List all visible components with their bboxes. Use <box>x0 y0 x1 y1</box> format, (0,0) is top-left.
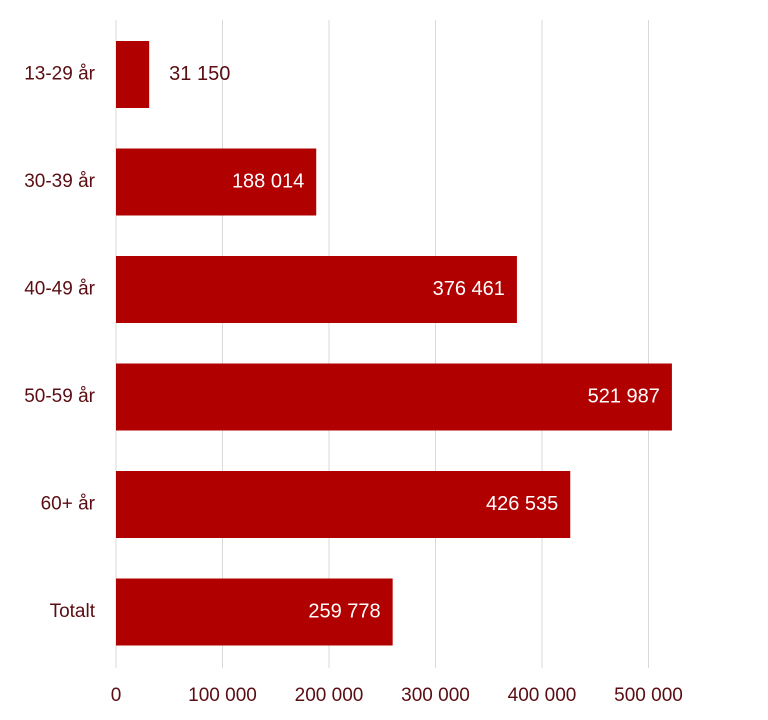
bar <box>116 41 150 108</box>
data-label: 31 150 <box>169 63 230 85</box>
category-label: 40-49 år <box>24 279 95 300</box>
category-label: 60+ år <box>41 494 96 515</box>
gridlines <box>115 20 649 668</box>
bar <box>116 471 571 538</box>
data-label: 259 778 <box>308 600 380 622</box>
bars <box>116 41 672 646</box>
bar <box>116 148 317 216</box>
category-label: 50-59 år <box>24 386 95 407</box>
x-tick-label: 0 <box>111 685 122 706</box>
category-label: 30-39 år <box>24 171 95 192</box>
x-axis-tick-labels: 0 100 000 200 000 300 000 400 000 500 000 <box>111 685 683 706</box>
x-tick-label: 100 000 <box>188 685 257 706</box>
x-tick-label: 400 000 <box>508 685 577 706</box>
data-labels: 31 150 188 014 376 461 521 987 426 535 259 77… <box>169 63 660 623</box>
data-label: 521 987 <box>588 385 660 407</box>
category-label: Totalt <box>50 601 96 622</box>
data-label: 376 461 <box>433 278 505 300</box>
data-label: 188 014 <box>232 170 304 192</box>
category-label: 13-29 år <box>24 64 95 85</box>
x-tick-label: 500 000 <box>614 685 683 706</box>
x-tick-label: 200 000 <box>295 685 364 706</box>
bar <box>116 256 517 323</box>
bar <box>116 578 393 646</box>
x-tick-label: 300 000 <box>401 685 470 706</box>
category-labels: 13-29 år 30-39 år 40-49 år 50-59 år 60+ år To… <box>24 64 95 623</box>
data-label: 426 535 <box>486 493 558 515</box>
bar <box>116 363 672 431</box>
